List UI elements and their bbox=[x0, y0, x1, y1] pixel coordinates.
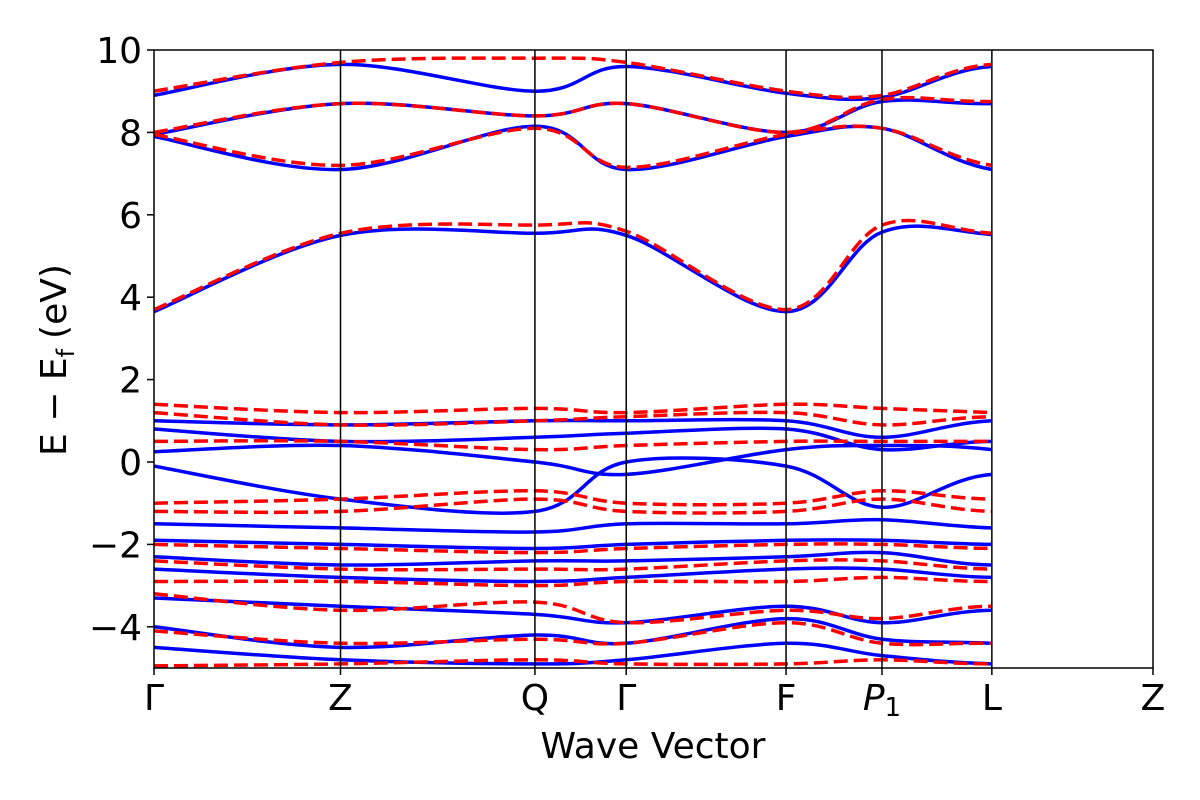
y-tick-label: 2 bbox=[119, 361, 142, 402]
x-tick-label: Z bbox=[1141, 678, 1166, 719]
y-axis-label-main: E − E bbox=[34, 357, 75, 456]
bands-layer bbox=[154, 56, 993, 668]
solid-band-line bbox=[154, 417, 992, 440]
y-tick-label: −4 bbox=[89, 608, 142, 649]
y-tick-label: −2 bbox=[89, 525, 142, 566]
y-axis-label-unit: (eV) bbox=[34, 264, 75, 339]
solid-band-line bbox=[154, 62, 993, 102]
x-tick-label: Γ bbox=[144, 678, 164, 719]
dashed-band-line bbox=[154, 124, 993, 170]
x-tick-label: Q bbox=[521, 678, 549, 719]
x-tick-label: Γ bbox=[616, 678, 636, 719]
y-axis-ticks: −4 −2 0 2 4 6 8 10 bbox=[89, 31, 154, 649]
solid-band-line bbox=[154, 124, 993, 172]
dashed-band-line bbox=[154, 218, 993, 312]
dashed-band-line bbox=[154, 95, 992, 135]
solid-band-line bbox=[154, 517, 992, 534]
plot-frame bbox=[153, 49, 1154, 669]
x-tick-label: L bbox=[982, 678, 1002, 719]
y-tick-label: 6 bbox=[119, 196, 142, 237]
solid-band-line bbox=[154, 224, 993, 314]
dashed-band-line bbox=[154, 402, 992, 415]
x-tick-label: F bbox=[776, 678, 797, 719]
solid-band-line bbox=[154, 426, 992, 452]
y-tick-label: 10 bbox=[96, 31, 142, 72]
dashed-band-line bbox=[154, 410, 992, 427]
y-tick-label: 4 bbox=[119, 278, 142, 319]
x-tick-label: P1 bbox=[863, 678, 901, 723]
solid-band-line bbox=[154, 443, 993, 477]
solid-band-line bbox=[154, 456, 993, 515]
y-axis-label: E − Ef (eV) bbox=[34, 264, 80, 456]
x-axis-ticks: Γ Z Q Γ F P1 L Z bbox=[144, 668, 1165, 723]
solid-band-line bbox=[154, 616, 992, 650]
dashed-band-line bbox=[154, 620, 992, 647]
high-symmetry-lines bbox=[339, 50, 993, 668]
x-tick-label: Z bbox=[328, 678, 353, 719]
y-tick-label: 0 bbox=[119, 443, 142, 484]
x-axis-label: Wave Vector bbox=[541, 726, 766, 767]
y-tick-label: 8 bbox=[119, 113, 142, 154]
y-axis-label-sub: f bbox=[52, 348, 80, 357]
dashed-band-line bbox=[154, 56, 993, 100]
dashed-band-line bbox=[154, 592, 992, 625]
